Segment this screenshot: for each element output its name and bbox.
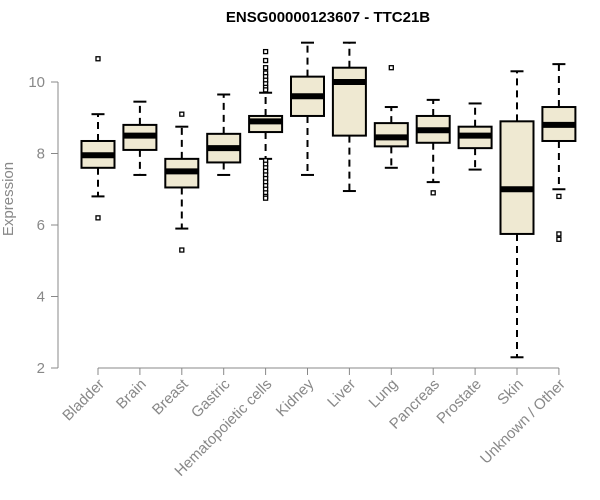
box-pancreas (415, 98, 451, 196)
box-brain (122, 100, 158, 176)
box-breast (164, 111, 200, 253)
box-bladder (80, 56, 116, 221)
box-gastric (206, 93, 242, 176)
outlier-point (556, 231, 562, 237)
outlier-point (179, 247, 185, 253)
box-kidney (290, 41, 325, 176)
boxes-group (80, 41, 577, 359)
box-body (499, 120, 535, 235)
y-tick-label: 4 (37, 289, 45, 306)
outlier-point (262, 87, 269, 93)
box-body (331, 66, 367, 137)
y-tick-label: 2 (37, 360, 45, 377)
x-tick-label: Lung (366, 376, 402, 412)
chart-title: ENSG00000123607 - TTC21B (226, 9, 430, 26)
outlier-point (556, 236, 562, 242)
outlier-point (388, 65, 394, 71)
y-tick-label: 6 (37, 217, 45, 234)
x-tick-label: Prostate (433, 376, 485, 428)
box-liver (331, 41, 367, 193)
outlier-point (430, 190, 436, 196)
outlier-point (262, 65, 269, 71)
box-unknown-other (541, 63, 577, 242)
outlier-point (262, 48, 269, 55)
y-axis-label: Expression (0, 162, 17, 236)
x-tick-label: Brain (113, 376, 150, 413)
y-tick-label: 10 (28, 74, 45, 91)
y-axis: 2 4 6 8 10 (28, 74, 59, 377)
outlier-point (262, 195, 269, 201)
box-hematopoietic-cells (248, 48, 284, 201)
x-tick-label: Skin (494, 376, 527, 409)
x-tick-label: Breast (149, 375, 192, 418)
outlier-point (95, 215, 101, 221)
outlier-point (556, 193, 562, 200)
outlier-point (95, 56, 101, 62)
outlier-point (179, 111, 185, 117)
y-tick-label: 8 (37, 146, 45, 163)
box-prostate (457, 102, 493, 171)
x-tick-label: Bladder (59, 376, 108, 425)
x-tick-label: Liver (324, 376, 359, 411)
box-skin (499, 70, 535, 359)
outlier-point (262, 57, 269, 64)
box-lung (373, 65, 409, 169)
x-tick-label: Kidney (273, 375, 318, 420)
